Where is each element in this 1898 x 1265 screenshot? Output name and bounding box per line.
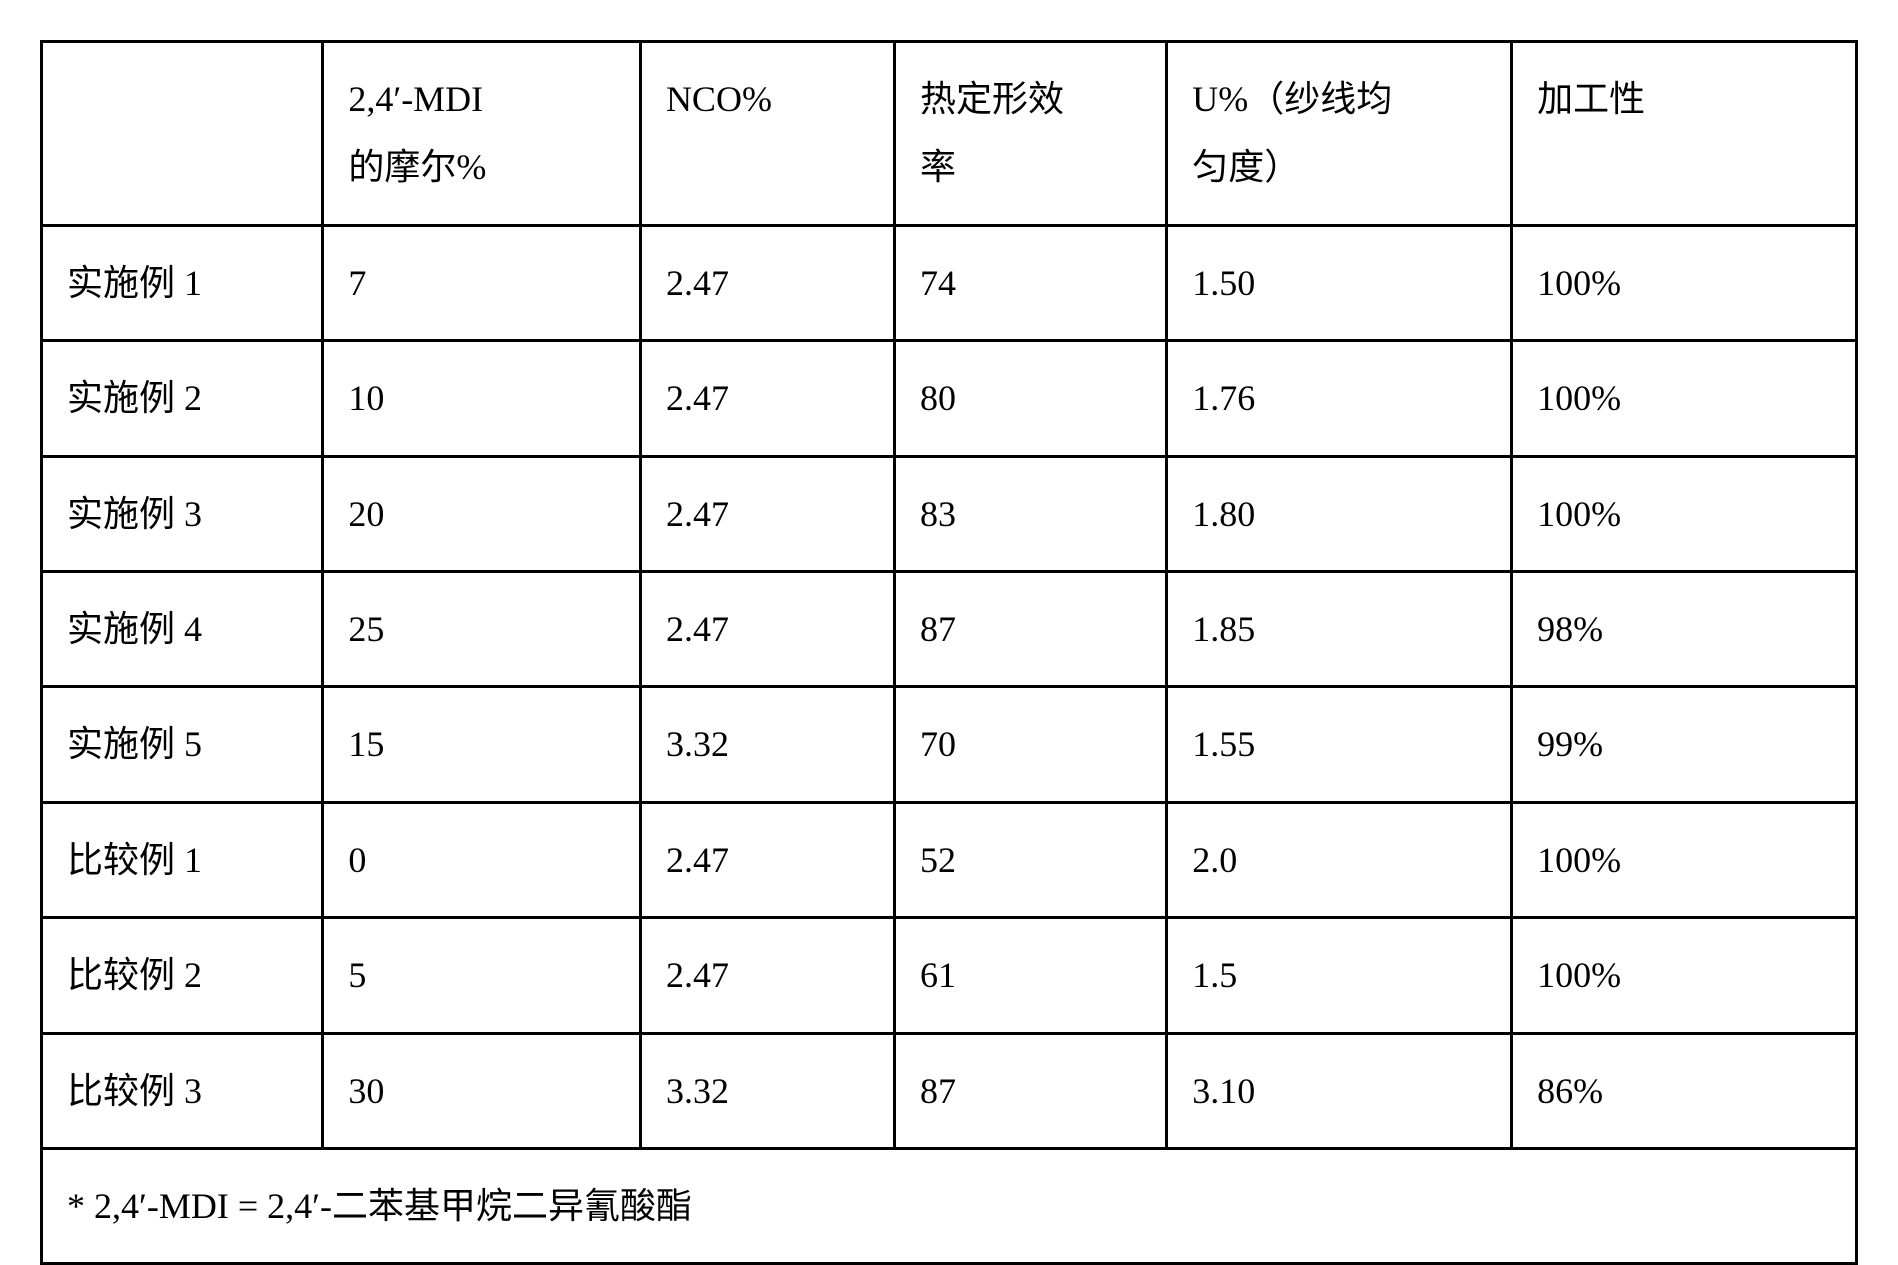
row-label-cell: 比较例 2 <box>42 918 323 1033</box>
row-label-cell: 实施例 1 <box>42 225 323 340</box>
table-cell: 2.47 <box>640 571 894 686</box>
table-row: 实施例 172.47741.50100% <box>42 225 1857 340</box>
table-cell: 61 <box>895 918 1167 1033</box>
data-table: 2,4′-MDI的摩尔%NCO%热定形效率U%（纱线均匀度）加工性实施例 172… <box>40 40 1858 1265</box>
table-row: 实施例 4252.47871.8598% <box>42 571 1857 686</box>
row-label-cell: 实施例 5 <box>42 687 323 802</box>
row-label-cell: 比较例 3 <box>42 1033 323 1148</box>
table-cell: 87 <box>895 571 1167 686</box>
table-cell: 83 <box>895 456 1167 571</box>
table-cell: 2.47 <box>640 225 894 340</box>
table-cell: 99% <box>1512 687 1857 802</box>
table-cell: 100% <box>1512 802 1857 917</box>
table-header-cell: 加工性 <box>1512 42 1857 226</box>
data-table-container: 2,4′-MDI的摩尔%NCO%热定形效率U%（纱线均匀度）加工性实施例 172… <box>40 40 1858 1265</box>
table-cell: 2.47 <box>640 341 894 456</box>
table-cell: 25 <box>323 571 641 686</box>
table-cell: 100% <box>1512 456 1857 571</box>
table-cell: 2.47 <box>640 802 894 917</box>
table-cell: 1.5 <box>1167 918 1512 1033</box>
table-header-cell <box>42 42 323 226</box>
table-cell: 3.32 <box>640 687 894 802</box>
table-cell: 86% <box>1512 1033 1857 1148</box>
table-row: 实施例 3202.47831.80100% <box>42 456 1857 571</box>
table-cell: 1.55 <box>1167 687 1512 802</box>
table-row: 实施例 2102.47801.76100% <box>42 341 1857 456</box>
table-cell: 98% <box>1512 571 1857 686</box>
table-cell: 52 <box>895 802 1167 917</box>
table-cell: 74 <box>895 225 1167 340</box>
row-label-cell: 比较例 1 <box>42 802 323 917</box>
table-cell: 100% <box>1512 918 1857 1033</box>
table-header-row: 2,4′-MDI的摩尔%NCO%热定形效率U%（纱线均匀度）加工性 <box>42 42 1857 226</box>
table-cell: 1.76 <box>1167 341 1512 456</box>
table-cell: 1.85 <box>1167 571 1512 686</box>
table-row: 比较例 3303.32873.1086% <box>42 1033 1857 1148</box>
table-cell: 5 <box>323 918 641 1033</box>
table-header-cell: 热定形效率 <box>895 42 1167 226</box>
table-cell: 2.0 <box>1167 802 1512 917</box>
table-header-cell: U%（纱线均匀度） <box>1167 42 1512 226</box>
table-cell: 70 <box>895 687 1167 802</box>
table-cell: 3.10 <box>1167 1033 1512 1148</box>
table-cell: 2.47 <box>640 456 894 571</box>
table-header-cell: 2,4′-MDI的摩尔% <box>323 42 641 226</box>
table-row: 实施例 5153.32701.5599% <box>42 687 1857 802</box>
table-cell: 15 <box>323 687 641 802</box>
table-cell: 100% <box>1512 225 1857 340</box>
table-cell: 20 <box>323 456 641 571</box>
table-footnote-cell: * 2,4′-MDI = 2,4′-二苯基甲烷二异氰酸酯 <box>42 1148 1857 1263</box>
row-label-cell: 实施例 2 <box>42 341 323 456</box>
table-cell: 1.50 <box>1167 225 1512 340</box>
table-cell: 30 <box>323 1033 641 1148</box>
table-cell: 100% <box>1512 341 1857 456</box>
row-label-cell: 实施例 3 <box>42 456 323 571</box>
row-label-cell: 实施例 4 <box>42 571 323 686</box>
table-cell: 10 <box>323 341 641 456</box>
table-header-cell: NCO% <box>640 42 894 226</box>
table-cell: 3.32 <box>640 1033 894 1148</box>
table-footnote-row: * 2,4′-MDI = 2,4′-二苯基甲烷二异氰酸酯 <box>42 1148 1857 1263</box>
table-cell: 1.80 <box>1167 456 1512 571</box>
table-cell: 80 <box>895 341 1167 456</box>
table-row: 比较例 102.47522.0100% <box>42 802 1857 917</box>
table-cell: 7 <box>323 225 641 340</box>
table-row: 比较例 252.47611.5100% <box>42 918 1857 1033</box>
table-cell: 0 <box>323 802 641 917</box>
table-cell: 2.47 <box>640 918 894 1033</box>
table-cell: 87 <box>895 1033 1167 1148</box>
